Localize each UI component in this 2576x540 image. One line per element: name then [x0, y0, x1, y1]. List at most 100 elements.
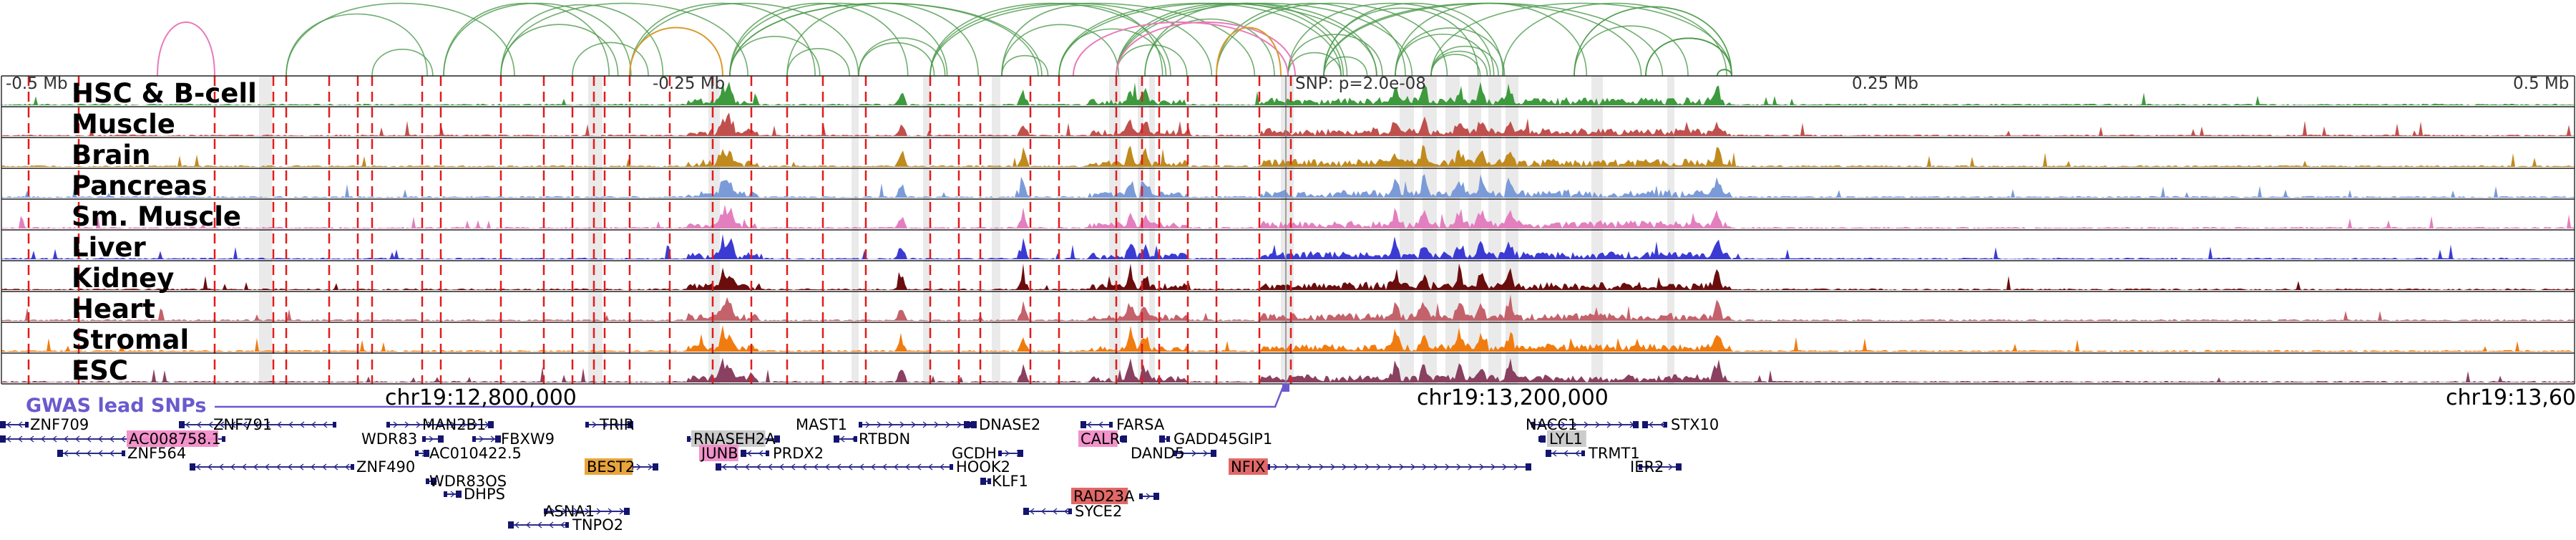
loop-arc	[858, 42, 935, 77]
gene-exon	[1633, 421, 1639, 428]
gene-strand-arrow	[916, 463, 922, 471]
gene-strand-arrow	[548, 521, 554, 529]
gene-syce2[interactable]: SYCE2	[1023, 503, 1122, 520]
gene-strand-arrow	[311, 421, 316, 428]
gene-wdr83[interactable]: WDR83	[361, 430, 444, 448]
gene-znf791[interactable]: ZNF791	[179, 416, 336, 433]
loop-arc	[1574, 6, 1732, 77]
loop-arc	[500, 4, 664, 77]
gene-wdr83os[interactable]: WDR83OS	[426, 473, 507, 490]
gene-ac008758.1[interactable]: AC008758.1	[0, 430, 225, 448]
gene-label: TRMT1	[1588, 445, 1640, 462]
gene-znf564[interactable]: ZNF564	[57, 445, 186, 462]
gene-strand-arrow	[29, 435, 34, 443]
gene-prdx2[interactable]: PRDX2	[741, 445, 824, 462]
gene-calr[interactable]: CALR	[1078, 430, 1127, 448]
gene-znf709[interactable]: ZNF709	[0, 416, 89, 433]
gwas-snp-marker[interactable]	[1282, 383, 1289, 392]
gene-strand-arrow	[562, 508, 567, 515]
gene-label: DAND5	[1131, 445, 1184, 462]
gene-exon	[122, 450, 125, 456]
gene-stx10[interactable]: STX10	[1642, 416, 1719, 433]
gene-exon	[424, 450, 429, 457]
loop-arc	[1287, 34, 1383, 77]
gene-strand-arrow	[573, 508, 579, 515]
loop-arc	[500, 24, 619, 77]
loop-arc	[572, 42, 649, 77]
gene-nfix[interactable]: NFIX	[1229, 458, 1531, 476]
signal-kidney	[1, 264, 2575, 290]
loop-arc	[1001, 24, 1120, 77]
gene-strand-arrow	[877, 421, 882, 428]
gene-label: LYL1	[1549, 430, 1583, 448]
gene-label: ZNF791	[213, 416, 272, 433]
gene-label: ZNF564	[127, 445, 186, 462]
gene-strand-arrow	[264, 463, 270, 471]
gene-strand-arrow	[241, 463, 247, 471]
gene-dand5[interactable]: DAND5	[1131, 445, 1216, 462]
gene-label: AC010422.5	[429, 445, 522, 462]
gene-strand-arrow	[648, 463, 653, 471]
gene-strand-arrow	[310, 463, 316, 471]
gene-exon	[716, 463, 721, 471]
gene-strand-arrow	[52, 435, 57, 443]
gene-exon	[1639, 464, 1642, 470]
gene-gcdh[interactable]: GCDH	[952, 445, 1023, 462]
gene-exon	[495, 435, 501, 443]
gene-exon	[1531, 422, 1535, 428]
loop-arc	[1287, 52, 1342, 77]
gene-label: TRIR	[599, 416, 634, 433]
gene-exon	[488, 421, 494, 428]
gene-dhps[interactable]: DHPS	[444, 486, 505, 503]
gene-rtbdn[interactable]: RTBDN	[834, 430, 910, 448]
gene-strand-arrow	[17, 435, 23, 443]
gene-exon	[774, 435, 780, 443]
gene-strand-arrow	[767, 463, 773, 471]
gene-man2b1[interactable]: MAN2B1	[386, 416, 494, 433]
gene-strand-arrow	[450, 491, 456, 498]
gene-farsa[interactable]: FARSA	[1080, 416, 1165, 433]
gene-strand-arrow	[97, 435, 103, 443]
gene-trmt1[interactable]: TRMT1	[1546, 445, 1640, 462]
gene-rad23a[interactable]: RAD23A	[1071, 488, 1159, 505]
gene-gadd45gip1[interactable]: GADD45GIP1	[1159, 430, 1272, 448]
gene-znf490[interactable]: ZNF490	[190, 458, 415, 476]
gene-mast1[interactable]: MAST1	[796, 416, 970, 433]
gene-exon	[1174, 450, 1177, 456]
gene-exon	[1080, 421, 1086, 428]
gene-fbxw9[interactable]: FBXW9	[472, 430, 555, 448]
gene-hook2[interactable]: HOOK2	[716, 458, 1010, 476]
gene-ac010422.5[interactable]: AC010422.5	[415, 445, 522, 462]
gene-exon	[1676, 463, 1682, 471]
gene-exon	[971, 421, 977, 428]
gene-label: KLF1	[992, 473, 1028, 490]
loop-arc	[1216, 2, 1406, 77]
gene-label: SYCE2	[1075, 503, 1122, 520]
gene-asna1[interactable]: ASNA1	[544, 503, 630, 520]
gene-exon	[687, 436, 691, 442]
gene-strand-arrow	[287, 463, 293, 471]
gene-lyl1[interactable]: LYL1	[1538, 430, 1586, 448]
gene-label: AC008758.1	[129, 430, 221, 448]
loop-arc-pink	[1116, 21, 1296, 77]
gene-dnase2[interactable]: DNASE2	[970, 416, 1040, 433]
gene-trir[interactable]: TRIR	[585, 416, 634, 433]
gene-strand-arrow	[744, 463, 750, 471]
track-label-smooth-muscle: Sm. Muscle	[72, 201, 241, 232]
loop-arc	[1645, 37, 1732, 77]
gene-exon	[1166, 436, 1170, 442]
gene-strand-arrow	[1180, 450, 1186, 457]
track-labels: HSC & B-cell Muscle Brain Pancreas Sm. M…	[72, 78, 257, 386]
gene-exon	[1121, 435, 1127, 443]
snp-pvalue-label: SNP: p=2.0e-08	[1295, 74, 1426, 93]
gene-strand-arrow	[1319, 463, 1324, 471]
gene-best2[interactable]: BEST2	[585, 458, 658, 476]
gene-label: DNASE2	[979, 416, 1040, 433]
gene-strand-arrow	[63, 450, 69, 457]
gene-strand-arrow	[1052, 508, 1058, 515]
gene-klf1[interactable]: KLF1	[980, 473, 1028, 490]
gene-ier2[interactable]: IER2	[1630, 458, 1682, 476]
gene-junb[interactable]: JUNB	[699, 445, 738, 462]
gene-strand-arrow	[322, 421, 328, 428]
gene-tnpo2[interactable]: TNPO2	[508, 516, 623, 534]
